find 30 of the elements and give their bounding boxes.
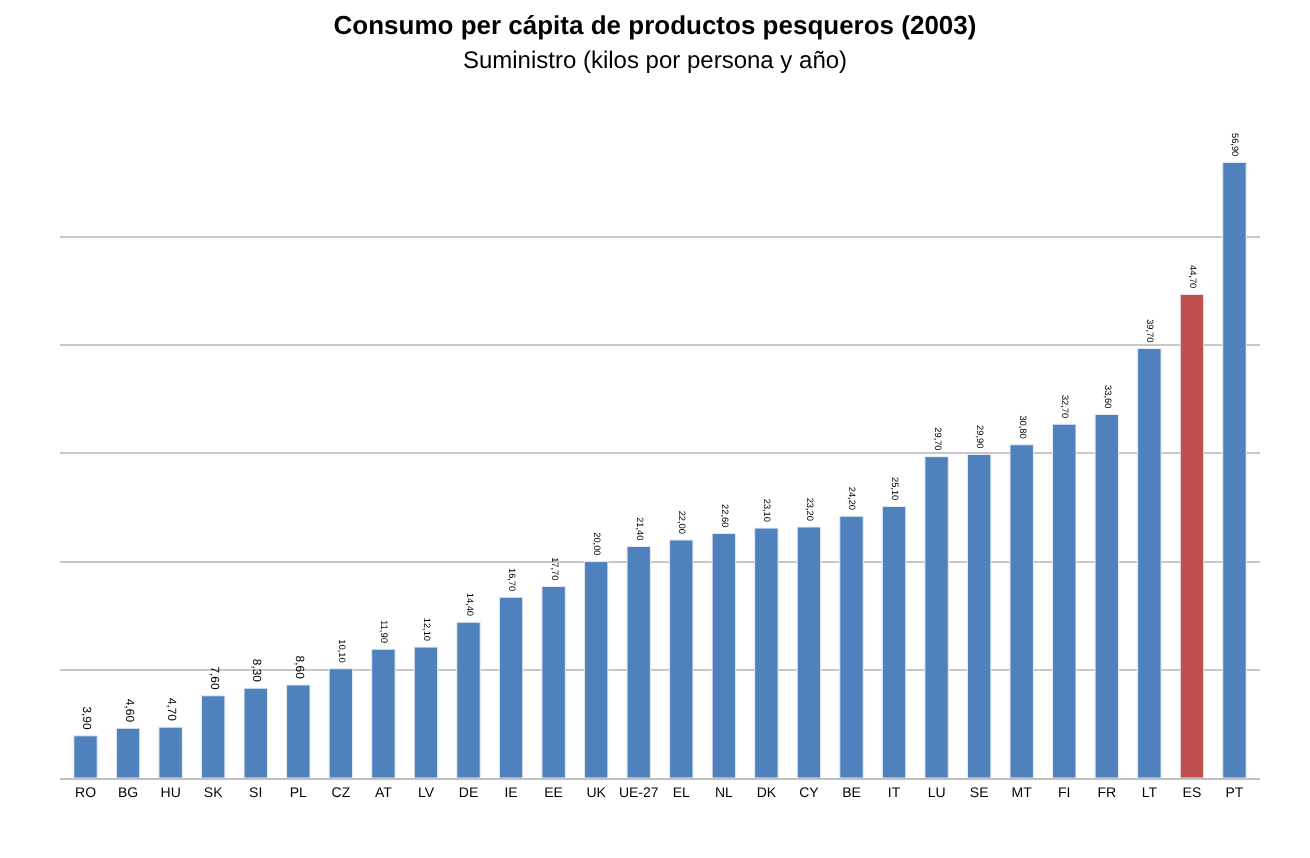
- bar: [371, 648, 396, 778]
- bar: [286, 684, 311, 778]
- bar: [966, 454, 992, 778]
- bar: [456, 621, 481, 778]
- bar: [541, 586, 566, 778]
- bar: [669, 539, 694, 778]
- bar: [796, 526, 822, 778]
- bar: [839, 515, 864, 778]
- bar: [881, 505, 907, 778]
- bar: [1179, 293, 1205, 778]
- bar: [711, 533, 737, 778]
- chart-subtitle: Suministro (kilos por persona y año): [462, 46, 848, 75]
- bar: [1052, 423, 1077, 778]
- bar: [243, 687, 268, 778]
- bar: [73, 735, 98, 778]
- chart-title: Consumo per cápita de productos pesqueros (2003): [333, 10, 977, 41]
- bar: [200, 695, 226, 778]
- bar: [1009, 444, 1034, 778]
- bar: [626, 545, 651, 778]
- bar: [413, 646, 439, 778]
- bar: [158, 726, 183, 778]
- bar: [583, 561, 609, 778]
- bar: [1094, 413, 1120, 778]
- bar: [1137, 347, 1162, 778]
- bar: [328, 668, 354, 778]
- bar: [754, 527, 779, 778]
- bar: [1222, 161, 1247, 778]
- bar: [924, 456, 949, 778]
- bar: [115, 727, 141, 778]
- bar: [498, 596, 524, 778]
